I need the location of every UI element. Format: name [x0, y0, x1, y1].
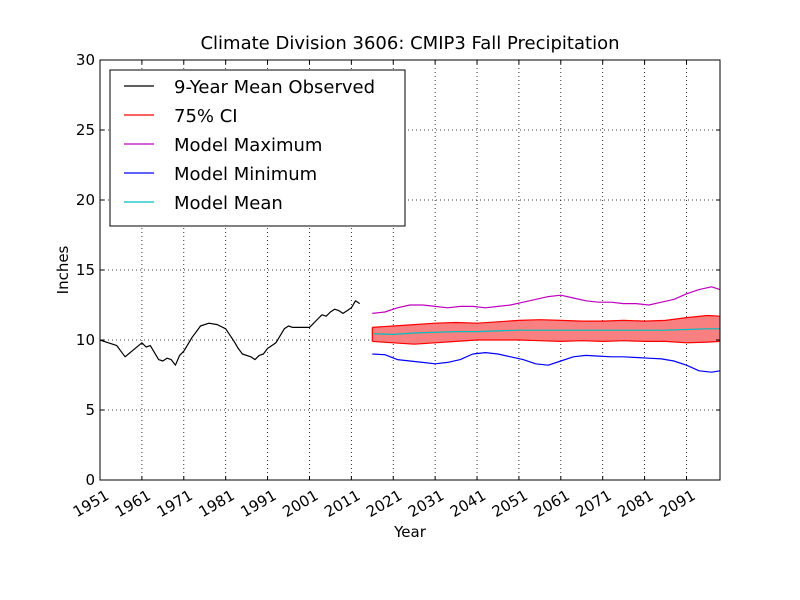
x-tick-label: 2051: [489, 486, 531, 521]
legend-label-min: Model Minimum: [174, 164, 317, 185]
x-tick-label: 1971: [154, 486, 196, 521]
y-tick-label: 10: [76, 331, 95, 349]
y-axis-label: Inches: [54, 245, 72, 294]
x-tick-label: 2061: [531, 486, 573, 521]
y-tick-label: 5: [85, 401, 95, 419]
x-tick-label: 1961: [112, 486, 154, 521]
model-max-line: [372, 286, 721, 314]
ci-upper-line: [372, 314, 721, 328]
x-tick-label: 2071: [573, 486, 615, 521]
legend-label-ci: 75% CI: [174, 106, 238, 127]
series-lines: [99, 286, 721, 373]
x-axis-label: Year: [393, 523, 427, 541]
y-tick-label: 30: [76, 51, 95, 69]
x-tick-label: 2081: [615, 486, 657, 521]
chart-title: Climate Division 3606: CMIP3 Fall Precip…: [200, 33, 619, 54]
model-mean-line: [372, 328, 720, 335]
model-min-line: [372, 352, 721, 373]
y-tick-label: 15: [76, 261, 95, 279]
legend: 9-Year Mean Observed 75% CI Model Maximum M…: [109, 69, 406, 227]
y-tick-label: 25: [76, 121, 95, 139]
x-tick-label: 2091: [656, 486, 698, 521]
x-tick-label: 1951: [70, 486, 112, 521]
y-tick-label: 20: [76, 191, 95, 209]
x-tick-label: 2011: [321, 486, 363, 521]
ci-lower-line: [372, 339, 721, 345]
legend-label-max: Model Maximum: [174, 135, 322, 156]
legend-label-observed: 9-Year Mean Observed: [174, 77, 375, 98]
legend-box: [109, 69, 406, 227]
x-tick-label: 2031: [405, 486, 447, 521]
observed-line: [99, 300, 361, 366]
legend-label-mean: Model Mean: [174, 193, 283, 214]
x-tick-label: 1981: [196, 486, 238, 521]
x-tick-label: 2021: [363, 486, 405, 521]
x-tick-label: 1991: [237, 486, 279, 521]
x-tick-label: 2041: [447, 486, 489, 521]
y-tick-label: 0: [85, 471, 95, 489]
x-tick-label: 2001: [279, 486, 321, 521]
